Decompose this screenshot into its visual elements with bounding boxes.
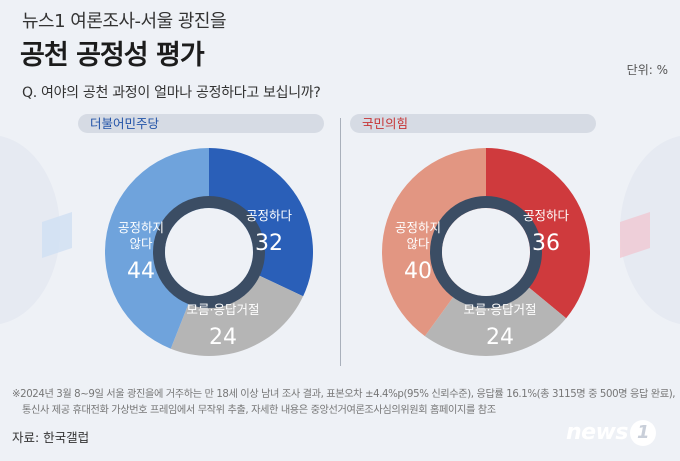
slice-label-0-no-answer: 모름·응답거절 24 — [187, 302, 260, 350]
value-label-1-no-answer: 24 — [486, 325, 514, 350]
footnote: ※2024년 3월 8~9일 서울 광진을에 거주하는 만 18세 이상 남녀 … — [12, 387, 676, 419]
value-label-0-no-answer: 24 — [209, 325, 237, 350]
footnote-line-1: ※2024년 3월 8~9일 서울 광진을에 거주하는 만 18세 이상 남녀 … — [12, 389, 676, 400]
category-label-1-unfair: 않다 — [406, 236, 430, 251]
donut-hole-0 — [165, 208, 253, 296]
news1-logo: news 1 — [566, 420, 657, 446]
donut-ring-0 — [153, 196, 265, 308]
value-label-0-fair: 32 — [255, 231, 283, 256]
category-label-0-no-answer: 모름·응답거절 — [187, 302, 260, 317]
donut-ring-1 — [430, 196, 542, 308]
category-label-1-no-answer: 모름·응답거절 — [464, 302, 537, 317]
category-label-0-unfair: 공정하지 — [118, 220, 164, 235]
chart-divider — [340, 118, 341, 366]
category-label-1-unfair: 공정하지 — [395, 220, 441, 235]
party-tag-democratic: 더불어민주당 — [78, 114, 324, 133]
party-tag-ppp: 국민의힘 — [350, 114, 596, 133]
survey-question: Q. 여야의 공천 과정이 얼마나 공정하다고 보십니까? — [22, 85, 321, 101]
donut-hole-1 — [442, 208, 530, 296]
value-label-1-fair: 36 — [532, 231, 560, 256]
page-title: 공천 공정성 평가 — [20, 40, 205, 71]
slice-label-1-no-answer: 모름·응답거절 24 — [464, 302, 537, 350]
logo-text: news — [566, 420, 629, 445]
supertitle: 뉴스1 여론조사-서울 광진을 — [22, 11, 227, 32]
logo-badge: 1 — [630, 420, 657, 446]
unit-label: 단위: % — [626, 63, 668, 77]
value-label-1-unfair: 40 — [404, 259, 432, 284]
slice-label-0-fair: 공정하다 32 — [246, 208, 293, 256]
footnote-line-2: 통신사 제공 휴대전화 가상번호 프레임에서 무작위 추출, 자세한 내용은 중… — [22, 405, 496, 416]
category-label-1-fair: 공정하다 — [523, 208, 570, 223]
category-label-0-fair: 공정하다 — [246, 208, 293, 223]
value-label-0-unfair: 44 — [127, 259, 155, 284]
source-label: 자료: 한국갤럽 — [12, 430, 90, 445]
slice-label-1-fair: 공정하다 36 — [523, 208, 570, 256]
category-label-0-unfair: 않다 — [129, 236, 153, 251]
